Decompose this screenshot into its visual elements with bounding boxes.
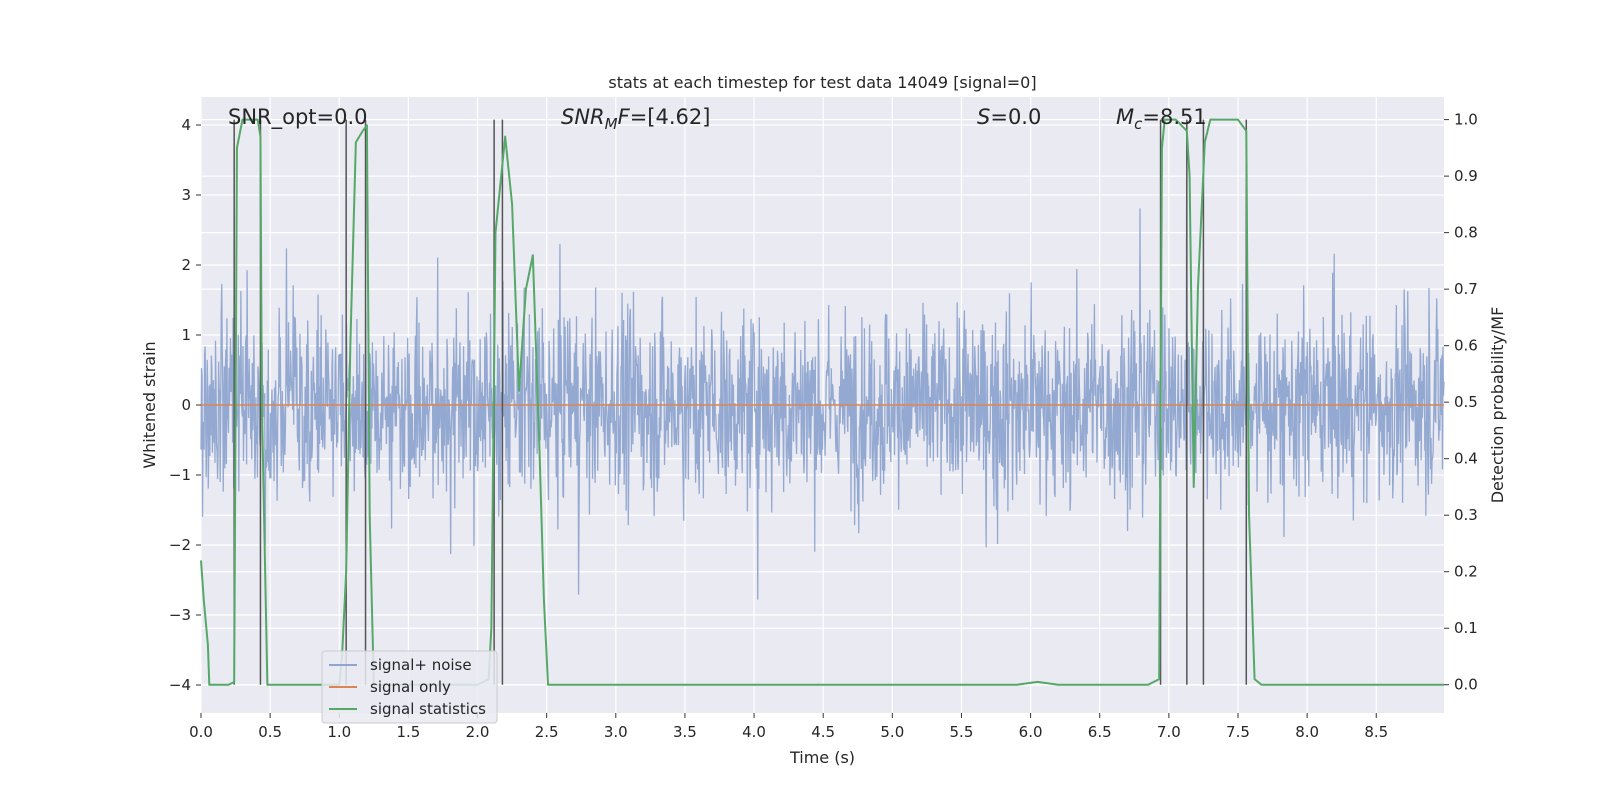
right-y-tick-label: 0.8 [1454, 224, 1478, 242]
left-y-tick-label: −1 [169, 466, 191, 484]
x-tick-label: 2.5 [535, 723, 559, 741]
x-tick-label: 6.0 [1019, 723, 1043, 741]
legend: signal+ noise signal only signal statistic… [321, 650, 498, 724]
x-tick-label: 5.5 [950, 723, 974, 741]
signal-noise-line [200, 180, 1445, 600]
legend-box [321, 650, 498, 724]
right-y-tick-label: 0.4 [1454, 450, 1478, 468]
left-y-tick-label: −4 [169, 676, 191, 694]
x-tick-label: 1.5 [396, 723, 420, 741]
x-tick-label: 4.0 [742, 723, 766, 741]
x-tick-label: 0.0 [189, 723, 213, 741]
x-tick-label: 3.5 [673, 723, 697, 741]
annotation-text: SNR_opt=0.0 [228, 105, 368, 130]
right-y-axis-label: Detection probability/MF [1488, 307, 1507, 504]
right-y-tick-label: 0.2 [1454, 563, 1478, 581]
right-y-axis-ticks: 1.0 0.9 0.8 0.7 0.6 0.5 0.4 0.3 0.2 0.1 0.0 [1444, 111, 1478, 694]
left-y-tick-label: 3 [181, 186, 191, 204]
legend-entry-label: signal statistics [370, 700, 486, 718]
right-y-tick-label: 0.1 [1454, 619, 1478, 637]
annotations: SNR_opt=0.0 SNRMF=[4.62] S=0.0 Mc=8.51 [228, 105, 1207, 133]
right-y-tick-label: 0.3 [1454, 506, 1478, 524]
x-axis-label: Time (s) [789, 748, 855, 767]
x-tick-label: 4.5 [811, 723, 835, 741]
x-tick-label: 0.5 [258, 723, 282, 741]
legend-entry-label: signal only [370, 678, 451, 696]
x-tick-label: 7.5 [1226, 723, 1250, 741]
right-y-tick-label: 1.0 [1454, 111, 1478, 129]
annotation-text: Mc=8.51 [1116, 105, 1207, 133]
annotation-text: S=0.0 [977, 105, 1041, 129]
x-tick-label: 8.0 [1295, 723, 1319, 741]
left-y-tick-label: −3 [169, 606, 191, 624]
signal-statistics-series [200, 118, 1444, 686]
left-y-tick-label: 2 [181, 256, 191, 274]
x-axis-ticks: 0.0 0.5 1.0 1.5 2.0 2.5 3.0 3.5 4.0 4.5 5.0 5.5 6.0 6… [189, 713, 1388, 741]
left-y-tick-label: 1 [181, 326, 191, 344]
right-y-tick-label: 0.9 [1454, 167, 1478, 185]
left-y-axis-ticks: 4 3 2 1 0 −1 −2 −3 −4 [169, 116, 201, 694]
right-y-tick-label: 0.0 [1454, 676, 1478, 694]
left-y-axis-label: Whitened strain [140, 341, 159, 468]
x-tick-label: 5.0 [880, 723, 904, 741]
left-y-tick-label: 4 [181, 116, 191, 134]
signal-noise-series [200, 180, 1445, 600]
legend-entry-label: signal+ noise [370, 656, 472, 674]
x-tick-label: 3.0 [604, 723, 628, 741]
right-y-tick-label: 0.5 [1454, 393, 1478, 411]
x-tick-label: 1.0 [327, 723, 351, 741]
annotation-text: SNRMF=[4.62] [561, 105, 710, 133]
left-y-tick-label: 0 [181, 396, 191, 414]
left-y-tick-label: −2 [169, 536, 191, 554]
right-y-tick-label: 0.7 [1454, 280, 1478, 298]
x-tick-label: 7.0 [1157, 723, 1181, 741]
signal-statistics-line [200, 118, 1444, 686]
right-y-tick-label: 0.6 [1454, 337, 1478, 355]
chart-title: stats at each timestep for test data 140… [608, 73, 1036, 92]
x-tick-label: 8.5 [1364, 723, 1388, 741]
x-tick-label: 2.0 [466, 723, 490, 741]
x-tick-label: 6.5 [1088, 723, 1112, 741]
